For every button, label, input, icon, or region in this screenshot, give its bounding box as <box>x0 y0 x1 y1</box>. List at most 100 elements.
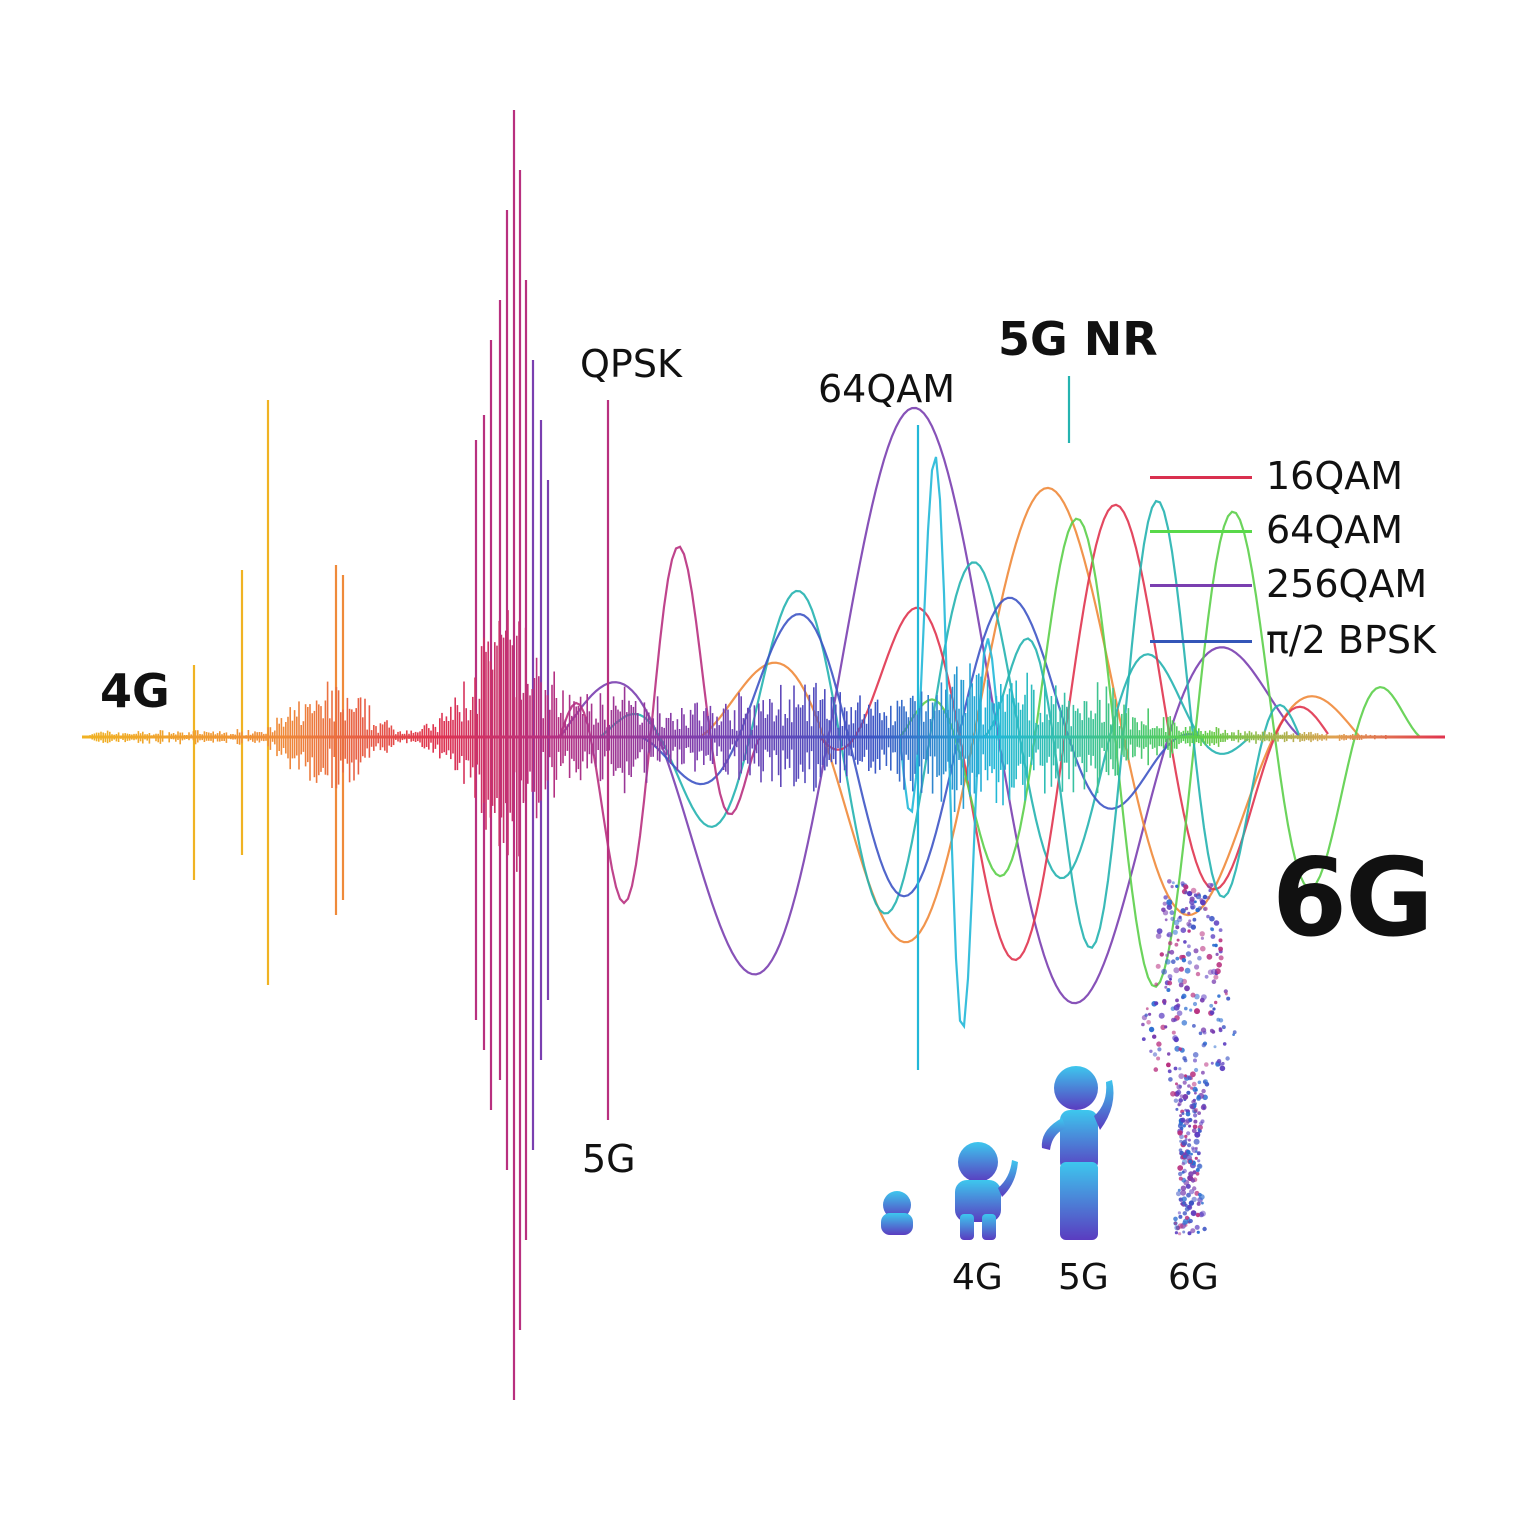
particle-dot <box>1144 1013 1148 1017</box>
particle-dot <box>1200 936 1204 940</box>
particle-dot <box>1187 1231 1192 1236</box>
particle-dot <box>1166 899 1173 906</box>
particle-dot <box>1187 1084 1191 1088</box>
particle-dot <box>1211 1030 1216 1034</box>
particle-dot <box>1201 1201 1204 1205</box>
particle-dot <box>1166 988 1171 992</box>
particle-dot <box>1175 956 1180 961</box>
particle-dot <box>1193 1119 1198 1124</box>
particle-dot <box>1186 1090 1191 1095</box>
particle-dot <box>1200 1119 1205 1124</box>
particle-dot <box>1187 1138 1191 1142</box>
particle-dot <box>1185 1111 1191 1117</box>
legend-item: π/2 BPSK <box>1150 619 1450 663</box>
legend-item: 64QAM <box>1150 509 1450 553</box>
particle-dot <box>1174 1231 1178 1235</box>
particle-dot <box>1141 1037 1146 1041</box>
particle-dot <box>1180 908 1186 914</box>
particle-dot <box>1173 1216 1178 1222</box>
particle-dot <box>1162 998 1167 1003</box>
particle-dot <box>1216 1017 1221 1022</box>
particle-dot <box>1169 910 1175 916</box>
particle-dot <box>1166 931 1173 938</box>
label-5g-nr: 5G NR <box>998 312 1158 366</box>
particle-dot <box>1222 1042 1227 1046</box>
particle-dot <box>1196 1094 1201 1100</box>
particle-dot <box>1177 1188 1181 1192</box>
particle-dot <box>1196 1152 1201 1156</box>
baby-figure-icon <box>881 1191 913 1235</box>
particle-dot <box>1170 916 1175 922</box>
particle-dot <box>1162 901 1167 906</box>
particle-dot <box>1165 953 1169 957</box>
particle-dot <box>1178 1176 1183 1181</box>
particle-dot <box>1182 1220 1187 1226</box>
particle-dot <box>1211 968 1217 975</box>
legend-item: 256QAM <box>1150 563 1450 607</box>
particle-dot <box>1185 951 1192 957</box>
particle-dot <box>1186 1151 1191 1156</box>
particle-dot <box>1159 952 1165 957</box>
particle-dot <box>1192 1024 1196 1028</box>
particle-dot <box>1216 962 1222 968</box>
particle-dot <box>1204 974 1209 979</box>
particle-dot <box>1173 1221 1177 1225</box>
modulation-curve <box>899 510 1421 989</box>
modulation-curve <box>559 406 1301 1005</box>
particle-dot <box>1176 1191 1181 1197</box>
particle-dot <box>1190 903 1196 910</box>
particle-dot <box>1201 1070 1205 1075</box>
particle-dot <box>1173 1066 1178 1071</box>
particle-dot <box>1201 994 1207 1000</box>
particle-dot <box>1158 1012 1165 1019</box>
particle-dot <box>1218 1027 1222 1031</box>
legend-swatch <box>1150 584 1252 587</box>
particle-dot <box>1189 896 1195 902</box>
legend-label: π/2 BPSK <box>1266 618 1436 662</box>
particle-dot <box>1214 1000 1218 1005</box>
particle-dot <box>1190 1071 1196 1078</box>
label-64qam: 64QAM <box>818 367 956 411</box>
particle-dot <box>1200 945 1206 952</box>
particle-dot <box>1177 1211 1181 1215</box>
particle-dot <box>1186 921 1191 927</box>
particle-dot <box>1188 1159 1193 1164</box>
particle-dot <box>1182 1080 1187 1085</box>
particle-dot <box>1181 1020 1188 1026</box>
particle-dot <box>1173 1018 1177 1022</box>
label-5g: 5G <box>582 1137 636 1181</box>
particle-dot <box>1163 1002 1167 1006</box>
particle-dot <box>1182 1154 1187 1159</box>
particle-dot <box>1224 992 1228 996</box>
particle-dot <box>1196 1230 1200 1234</box>
particle-dot <box>1184 890 1188 895</box>
particle-dot <box>1156 1041 1162 1047</box>
particle-dot <box>1189 1189 1195 1195</box>
adult-figure-icon <box>1041 1066 1114 1240</box>
growth-figures <box>881 879 1237 1240</box>
particle-dot <box>1190 924 1196 930</box>
particle-dot <box>1178 1171 1183 1177</box>
particle-dot <box>1169 949 1175 955</box>
particle-dot <box>1188 1117 1193 1123</box>
particle-dot <box>1178 1197 1182 1201</box>
label-qpsk: QPSK <box>580 342 682 386</box>
particle-dot <box>1164 1025 1168 1029</box>
particle-dot <box>1182 1230 1186 1234</box>
particle-dot <box>1188 1075 1191 1078</box>
particle-dot <box>1218 946 1223 952</box>
particle-dot <box>1141 1022 1145 1027</box>
particle-dot <box>1203 906 1208 911</box>
particle-dot <box>1213 1045 1217 1049</box>
particle-dot <box>1195 1171 1200 1176</box>
particle-dot <box>1180 1117 1186 1123</box>
modulation-curve <box>639 596 1201 898</box>
particle-dot <box>1194 1131 1201 1138</box>
particle-dot <box>1209 1010 1215 1015</box>
particle-dot <box>1175 925 1180 930</box>
particle-dot <box>1171 881 1175 885</box>
particle-dot <box>1174 942 1179 947</box>
particle-dot <box>1180 881 1185 886</box>
growth-label-6g: 6G <box>1168 1257 1219 1298</box>
particle-dot <box>1188 1200 1195 1206</box>
